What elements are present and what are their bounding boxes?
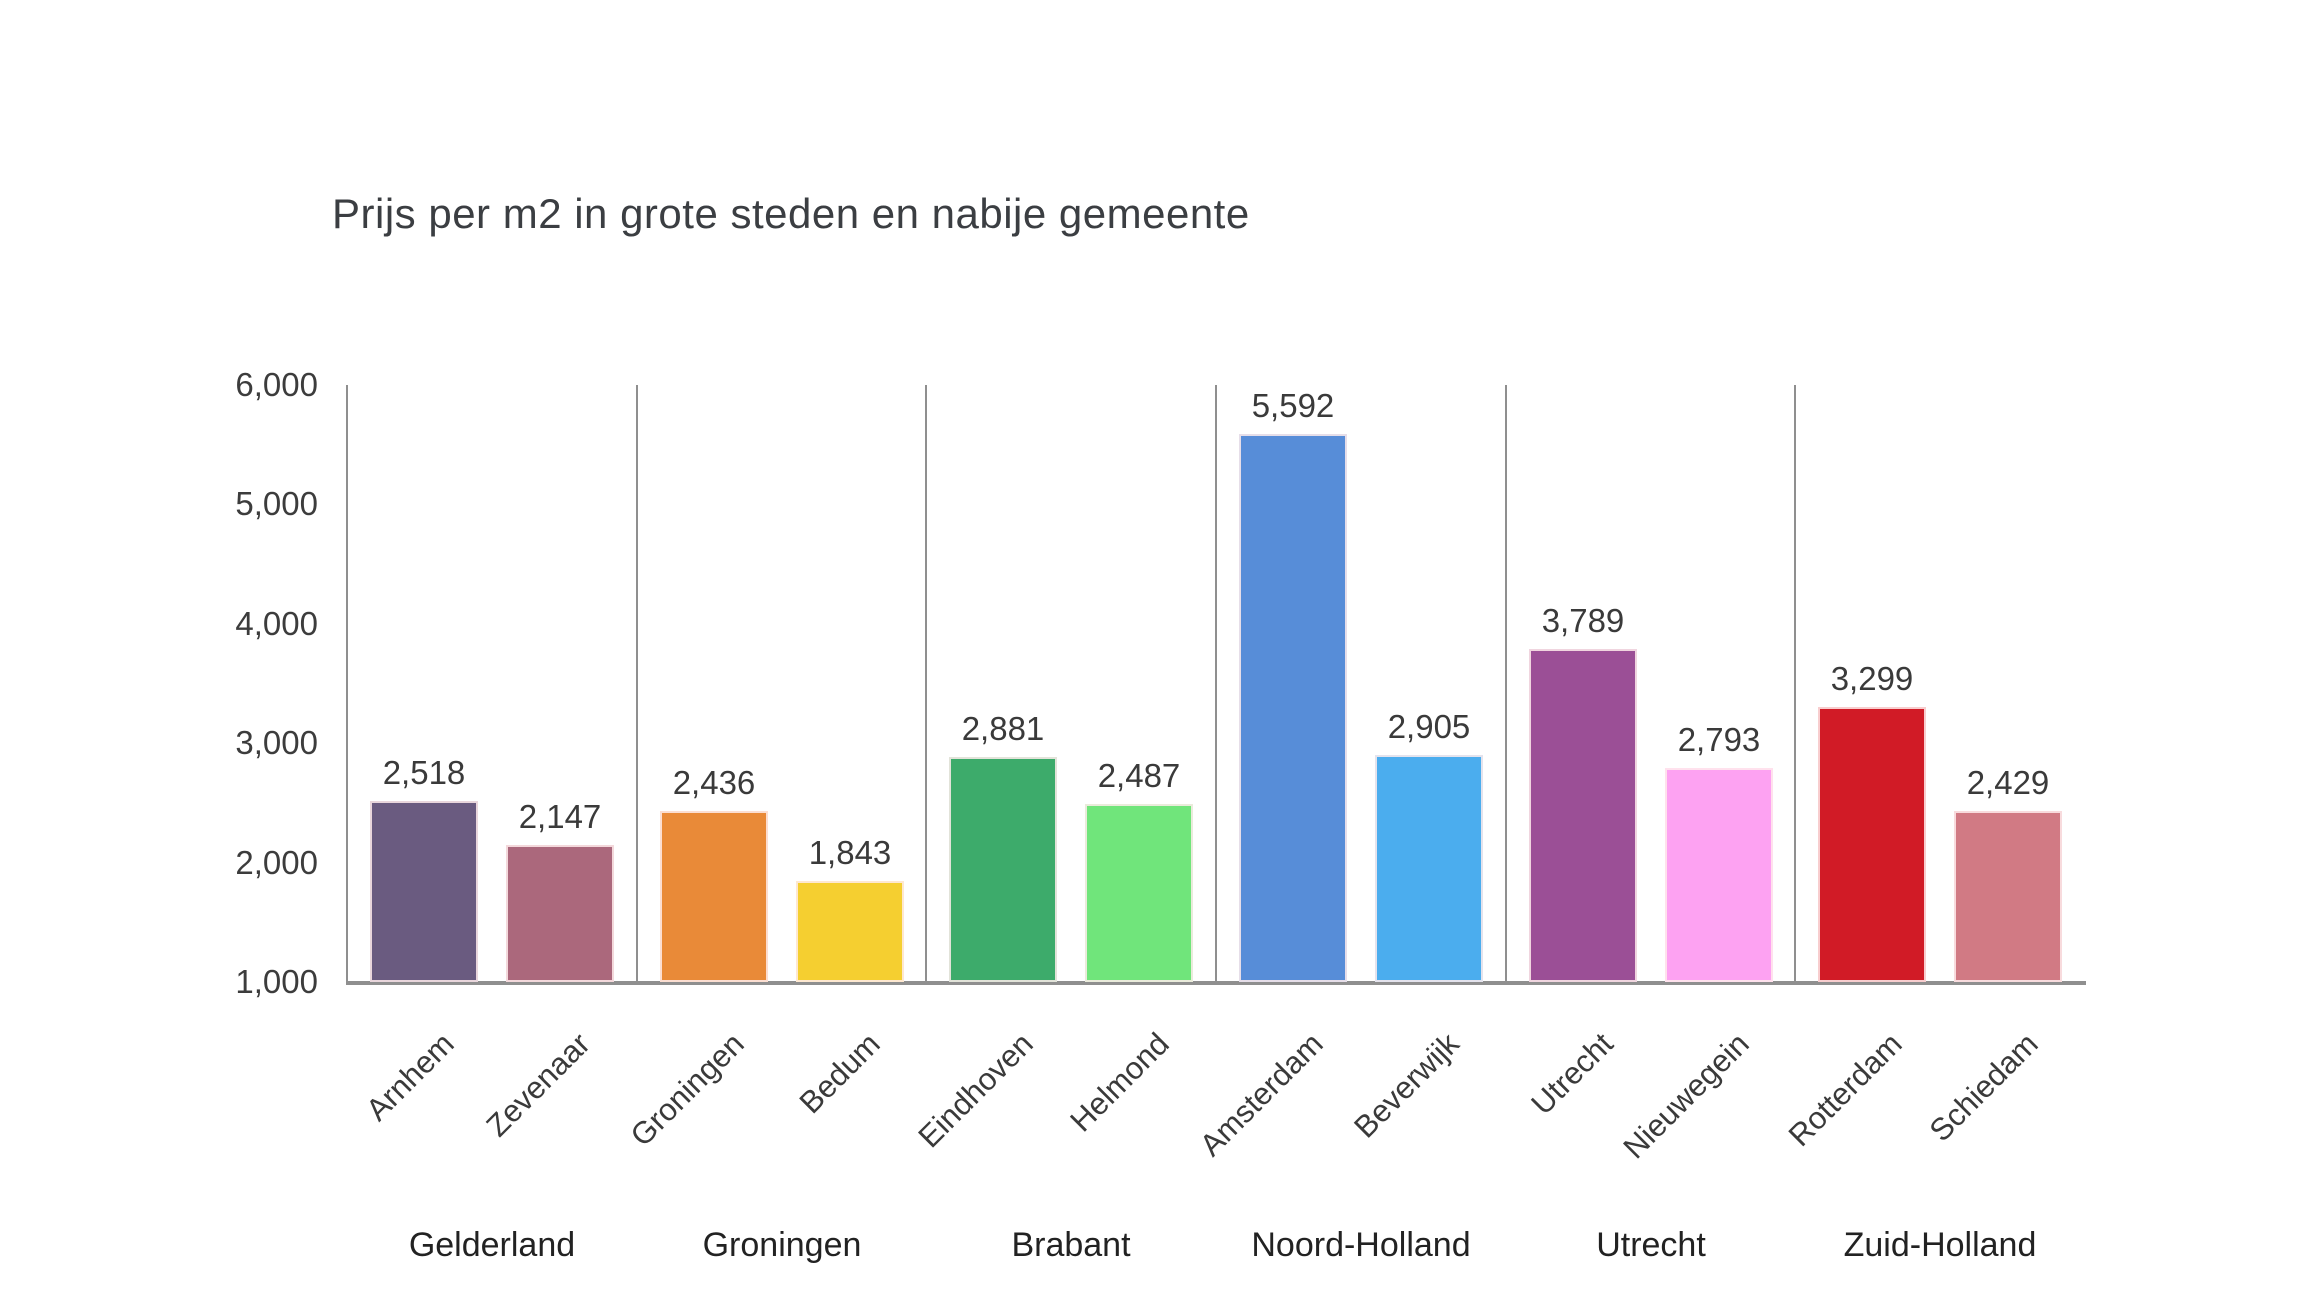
bar-value-label: 2,487 bbox=[1097, 757, 1181, 794]
x-axis-city-label: Utrecht bbox=[1524, 1026, 1620, 1122]
y-axis-tick-label: 4,000 bbox=[235, 604, 318, 642]
x-axis-city-label: Schiedam bbox=[1922, 1026, 2045, 1149]
bar-utrecht bbox=[1529, 649, 1637, 982]
group-separator-line bbox=[925, 385, 927, 982]
x-axis-city-label: Rotterdam bbox=[1781, 1026, 1909, 1154]
y-axis-tick-label: 5,000 bbox=[235, 485, 318, 523]
y-axis-tick-label: 2,000 bbox=[235, 843, 318, 881]
province-group-label: Groningen bbox=[702, 1226, 862, 1264]
x-axis-city-label: Amsterdam bbox=[1192, 1026, 1330, 1163]
group-separator-line bbox=[636, 385, 638, 982]
x-axis-city-label: Eindhoven bbox=[911, 1026, 1040, 1155]
bar-value-label: 3,299 bbox=[1830, 660, 1914, 697]
bar-beverwijk bbox=[1375, 755, 1483, 982]
x-axis-city-label: Arnhem bbox=[359, 1026, 461, 1128]
y-axis-line bbox=[346, 385, 348, 982]
bar-rotterdam bbox=[1818, 707, 1926, 982]
bar-groningen bbox=[660, 811, 768, 982]
bar-value-label: 2,147 bbox=[518, 798, 602, 835]
group-separator-line bbox=[1505, 385, 1507, 982]
y-axis-tick-label: 6,000 bbox=[235, 366, 318, 403]
bar-value-label: 3,789 bbox=[1541, 602, 1625, 639]
bar-bedum bbox=[796, 881, 904, 982]
x-axis-city-label: Beverwijk bbox=[1347, 1026, 1466, 1145]
y-axis-tick-label: 1,000 bbox=[235, 963, 318, 1000]
x-axis-city-label: Bedum bbox=[792, 1026, 887, 1121]
x-axis-line bbox=[346, 981, 2086, 985]
bar-value-label: 2,436 bbox=[672, 764, 756, 801]
province-group-label: Utrecht bbox=[1596, 1226, 1706, 1264]
bar-value-label: 2,429 bbox=[1966, 764, 2050, 801]
x-axis-city-label: Helmond bbox=[1063, 1026, 1176, 1139]
province-group-label: Zuid-Holland bbox=[1843, 1226, 2037, 1264]
group-separator-line bbox=[1215, 385, 1217, 982]
bar-nieuwegein bbox=[1665, 768, 1773, 982]
bar-arnhem bbox=[370, 801, 478, 982]
group-separator-line bbox=[1794, 385, 1796, 982]
chart-title: Prijs per m2 in grote steden en nabije g… bbox=[332, 190, 1250, 237]
bar-amsterdam bbox=[1239, 434, 1347, 982]
bar-eindhoven bbox=[949, 757, 1057, 982]
bar-value-label: 2,905 bbox=[1387, 708, 1471, 745]
y-axis-tick-label: 3,000 bbox=[235, 724, 318, 762]
bar-value-label: 2,881 bbox=[961, 710, 1045, 747]
province-group-label: Noord-Holland bbox=[1251, 1226, 1471, 1264]
bar-schiedam bbox=[1954, 811, 2062, 982]
x-axis-city-label: Zevenaar bbox=[479, 1026, 597, 1144]
bar-value-label: 2,793 bbox=[1677, 721, 1761, 758]
province-group-label: Brabant bbox=[1011, 1226, 1131, 1264]
province-group-label: Gelderland bbox=[408, 1226, 576, 1264]
x-axis-city-label: Groningen bbox=[623, 1026, 751, 1154]
bar-helmond bbox=[1085, 804, 1193, 982]
bar-value-label: 1,843 bbox=[808, 834, 892, 871]
x-axis-city-label: Nieuwegein bbox=[1616, 1026, 1756, 1166]
bar-zevenaar bbox=[506, 845, 614, 982]
bar-value-label: 2,518 bbox=[382, 754, 466, 791]
bar-value-label: 5,592 bbox=[1251, 387, 1335, 424]
